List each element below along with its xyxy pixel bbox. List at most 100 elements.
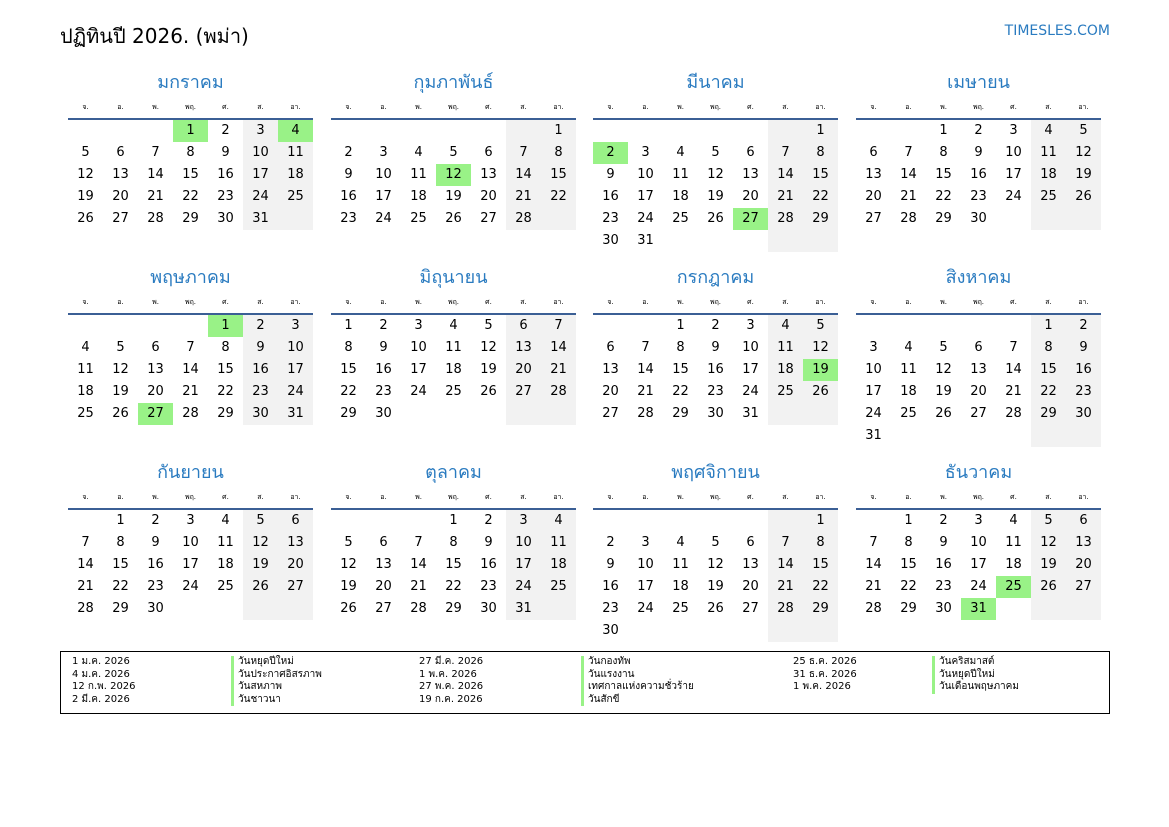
empty-cell (996, 315, 1031, 337)
day-cell: 7 (414, 535, 423, 550)
day-cell: 4 (414, 145, 423, 160)
weekday-label: ส. (257, 492, 264, 501)
day-cell: 31 (742, 406, 759, 421)
month-1: มกราคม จ. อ. พ. พฤ. ศ. ส. อา. 1 2 3 4 5 6 7 8 9 10 11 12 13 1… (68, 70, 313, 230)
day-cell: 4 (221, 513, 230, 528)
day-cell: 3 (1009, 123, 1018, 138)
day-cell: 29 (1031, 403, 1066, 425)
day-cell: 3 (278, 315, 313, 337)
day-cell: 6 (379, 535, 388, 550)
day-cell: 24 (637, 211, 654, 226)
legend-date: 31 ธ.ค. 2026 (793, 668, 857, 680)
day-cell: 1 (116, 513, 125, 528)
day-cell: 16 (935, 557, 952, 572)
empty-cell (103, 120, 138, 142)
day-cell: 20 (602, 384, 619, 399)
day-grid: 1 2 3 4 5 6 7 8 9 10 11 12 13 14 15 16 17 18 19 20 21 22 23 24 2… (593, 510, 838, 642)
day-cell: 20 (147, 384, 164, 399)
legend-date: 27 พ.ค. 2026 (419, 681, 484, 693)
day-grid: 1 2 3 4 5 6 7 8 9 10 11 12 13 14 15 16 17 18 19 20 21 22 23 24 2… (331, 120, 576, 230)
day-cell: 26 (480, 384, 497, 399)
legend-dates: 25 ธ.ค. 2026 31 ธ.ค. 2026 1 พ.ค. 2026 (793, 656, 857, 694)
day-cell: 24 (243, 186, 278, 208)
day-cell: 27 (1066, 576, 1101, 598)
empty-cell (996, 208, 1031, 230)
empty-cell (996, 425, 1031, 447)
day-grid: 1 2 3 4 5 6 7 8 9 10 11 12 13 14 15 16 17 18 19 20 21 22 23 24 2… (68, 120, 313, 230)
empty-cell (541, 208, 576, 230)
empty-cell (331, 120, 366, 142)
legend-holiday-name: วันคริสมาสต์ (932, 656, 1019, 669)
weekday-label: จ. (607, 102, 614, 111)
day-cell: 4 (541, 510, 576, 532)
day-cell: 1 (939, 123, 948, 138)
day-cell: 2 (379, 318, 388, 333)
day-cell: 17 (410, 362, 427, 377)
day-cell: 1 (676, 318, 685, 333)
brand-link[interactable]: TIMESLES.COM (1004, 23, 1110, 39)
day-cell: 16 (480, 557, 497, 572)
day-cell: 5 (711, 535, 720, 550)
day-cell: 8 (449, 535, 458, 550)
day-cell: 5 (1031, 510, 1066, 532)
day-cell: 21 (541, 359, 576, 381)
weekday-label: ศ. (485, 297, 492, 306)
day-cell: 1 (904, 513, 913, 528)
day-cell: 17 (1005, 167, 1022, 182)
legend-holiday-name: วันสักขี (581, 693, 694, 707)
weekday-label: จ. (870, 492, 877, 501)
day-cell: 27 (506, 381, 541, 403)
day-cell: 30 (970, 211, 987, 226)
day-cell: 7 (186, 340, 195, 355)
day-cell: 22 (803, 186, 838, 208)
day-cell: 18 (1005, 557, 1022, 572)
day-cell: 13 (112, 167, 129, 182)
day-cell: 3 (414, 318, 423, 333)
day-cell: 9 (221, 145, 230, 160)
day-cell: 10 (637, 167, 654, 182)
weekday-label: อ. (117, 492, 124, 501)
holiday-day: 1 (173, 120, 208, 142)
weekday-label: อา. (553, 492, 564, 501)
day-cell: 1 (541, 120, 576, 142)
day-cell: 19 (1031, 554, 1066, 576)
day-cell: 22 (445, 579, 462, 594)
day-cell: 17 (637, 189, 654, 204)
weekday-label: ศ. (222, 492, 229, 501)
weekday-label: จ. (82, 297, 89, 306)
empty-cell (173, 598, 208, 620)
weekday-label: พฤ. (709, 102, 722, 111)
day-cell: 13 (375, 557, 392, 572)
day-cell: 21 (865, 579, 882, 594)
day-cell: 9 (379, 340, 388, 355)
day-cell: 28 (768, 208, 803, 230)
month-name: เมษายน (947, 72, 1010, 93)
weekday-label: ส. (1045, 102, 1052, 111)
day-cell: 20 (375, 579, 392, 594)
empty-cell (471, 120, 506, 142)
legend-date: 4 ม.ค. 2026 (72, 668, 130, 680)
weekday-label: พ. (677, 297, 684, 306)
empty-cell (891, 120, 926, 142)
day-cell: 24 (182, 579, 199, 594)
day-cell: 19 (243, 554, 278, 576)
month-7: กรกฎาคม จ. อ. พ. พฤ. ศ. ส. อา. 1 2 3 4 5 6 7 8 9 10 11 12 13… (593, 265, 838, 425)
weekday-label: อา. (290, 102, 301, 111)
day-cell: 7 (869, 535, 878, 550)
page-title: ปฏิทินปี 2026. (พม่า) (60, 24, 249, 48)
day-cell: 20 (1066, 554, 1101, 576)
empty-cell (803, 620, 838, 642)
day-cell: 8 (541, 142, 576, 164)
day-cell: 27 (970, 406, 987, 421)
day-cell: 14 (637, 362, 654, 377)
day-cell: 1 (344, 318, 353, 333)
day-cell: 11 (541, 532, 576, 554)
weekday-label: พ. (940, 297, 947, 306)
holiday-day: 4 (278, 120, 313, 142)
legend-holiday-name: เทศกาลแห่งความชั่วร้าย (581, 681, 694, 694)
weekday-label: พฤ. (972, 492, 985, 501)
legend-holiday-name: วันสหภาพ (231, 681, 322, 694)
day-cell: 3 (186, 513, 195, 528)
empty-cell (926, 315, 961, 337)
weekday-label: ศ. (747, 492, 754, 501)
